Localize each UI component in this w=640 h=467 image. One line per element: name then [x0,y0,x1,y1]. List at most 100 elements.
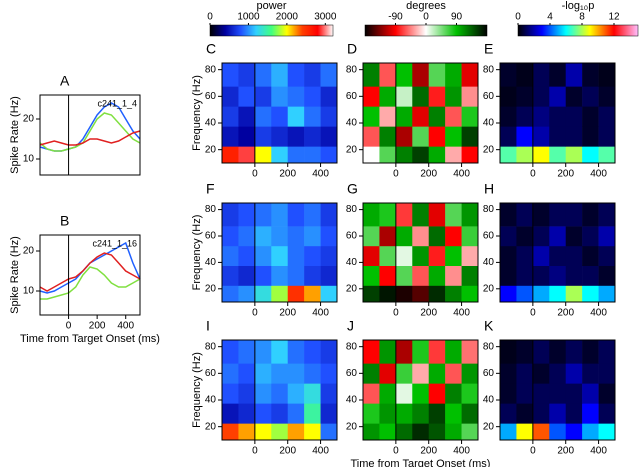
heat-cell [222,146,239,164]
heat-cell [598,285,616,303]
colorbar-title: power [257,0,287,12]
heat-cell [516,106,534,127]
heat-cell [320,383,338,404]
y-tick-label: 20 [23,246,35,257]
heat-cell [304,285,321,303]
heat-cell [549,363,567,384]
heat-cell [516,245,534,266]
y-axis-label: Frequency (Hz) [191,352,203,428]
heat-cell [304,403,321,424]
heat-cell [395,340,413,364]
x-tick-label: 200 [89,321,106,332]
heat-cell [461,106,479,127]
heat-cell [549,106,567,127]
heat-cell [532,403,550,424]
heat-cell [254,126,272,147]
y-tick-label: 40 [205,395,217,406]
heat-cell [304,265,321,286]
heat-cell [222,265,239,286]
heat-cell [379,126,397,147]
heat-cell [549,63,567,87]
heat-cell [516,203,534,227]
panel-letter: E [484,41,493,57]
colorbar-tick-label: 1000 [237,12,260,23]
rate-line [39,252,141,292]
colorbar-tick-label: 0 [207,12,213,23]
heat-cell [271,245,289,266]
heat-cell [445,245,462,266]
heat-cell [598,63,616,87]
x-axis-label: Time from Target Onset (ms) [351,458,491,467]
heat-cell [238,285,256,303]
x-tick-label: 0 [252,169,258,180]
heat-cell [461,203,479,227]
x-tick-label: 400 [312,308,329,319]
y-tick-label: 40 [346,257,358,268]
heat-cell [582,86,599,107]
heat-cell [500,86,517,107]
colorbar-tick-label: 0 [515,12,521,23]
colorbar [517,24,639,37]
y-tick-label: 20 [483,144,495,155]
y-tick-label: 20 [483,421,495,432]
heat-cell [304,340,321,364]
heat-cell [428,363,446,384]
panel-letter: K [484,318,494,334]
heat-cell [304,146,321,164]
heat-cell [532,423,550,441]
heat-cell [412,403,430,424]
x-tick-label: 400 [453,446,470,457]
heat-cell [287,86,305,107]
heat-cell [254,203,272,227]
heat-cell [461,423,479,441]
y-tick-label: 60 [483,231,495,242]
y-tick-label: 40 [205,257,217,268]
heat-cell [363,86,380,107]
heat-cell [304,106,321,127]
x-tick-label: 0 [252,308,258,319]
heat-cell [363,265,380,286]
y-tick-label: 20 [346,144,358,155]
heat-cell [428,403,446,424]
heat-cell [549,403,567,424]
heat-cell [287,106,305,127]
heat-cell [428,203,446,227]
x-tick-label: 200 [557,308,574,319]
heat-cell [238,423,256,441]
heat-cell [500,146,517,164]
x-tick-label: 400 [312,446,329,457]
y-axis-label: Spike Rate (Hz) [9,236,21,314]
heat-cell [516,63,534,87]
x-tick-label: 0 [66,321,72,332]
heat-cell [500,63,517,87]
heat-cell [395,245,413,266]
heat-cell [379,423,397,441]
heat-cell [565,245,583,266]
y-axis-label: Frequency (Hz) [191,215,203,291]
heat-cell [222,363,239,384]
colorbar-tick-label: 12 [608,12,620,23]
y-tick-label: 80 [346,341,358,352]
x-tick-label: 0 [393,169,399,180]
heat-cell [428,383,446,404]
heat-cell [222,63,239,87]
heat-cell [500,126,517,147]
heat-cell [461,363,479,384]
heat-cell [320,203,338,227]
plot-frame [221,339,338,441]
heat-cell [222,106,239,127]
heat-cell [445,340,462,364]
y-tick-label: 20 [346,421,358,432]
heat-cell [500,423,517,441]
heat-cell [428,285,446,303]
heat-cell [428,106,446,127]
panel-letter: G [347,181,358,197]
heat-cell [532,203,550,227]
x-tick-label: 200 [557,169,574,180]
y-tick-label: 20 [23,114,35,125]
cell-id: c241_1_4 [97,98,137,108]
heat-cell [500,383,517,404]
heat-cell [412,383,430,404]
y-tick-label: 60 [346,231,358,242]
